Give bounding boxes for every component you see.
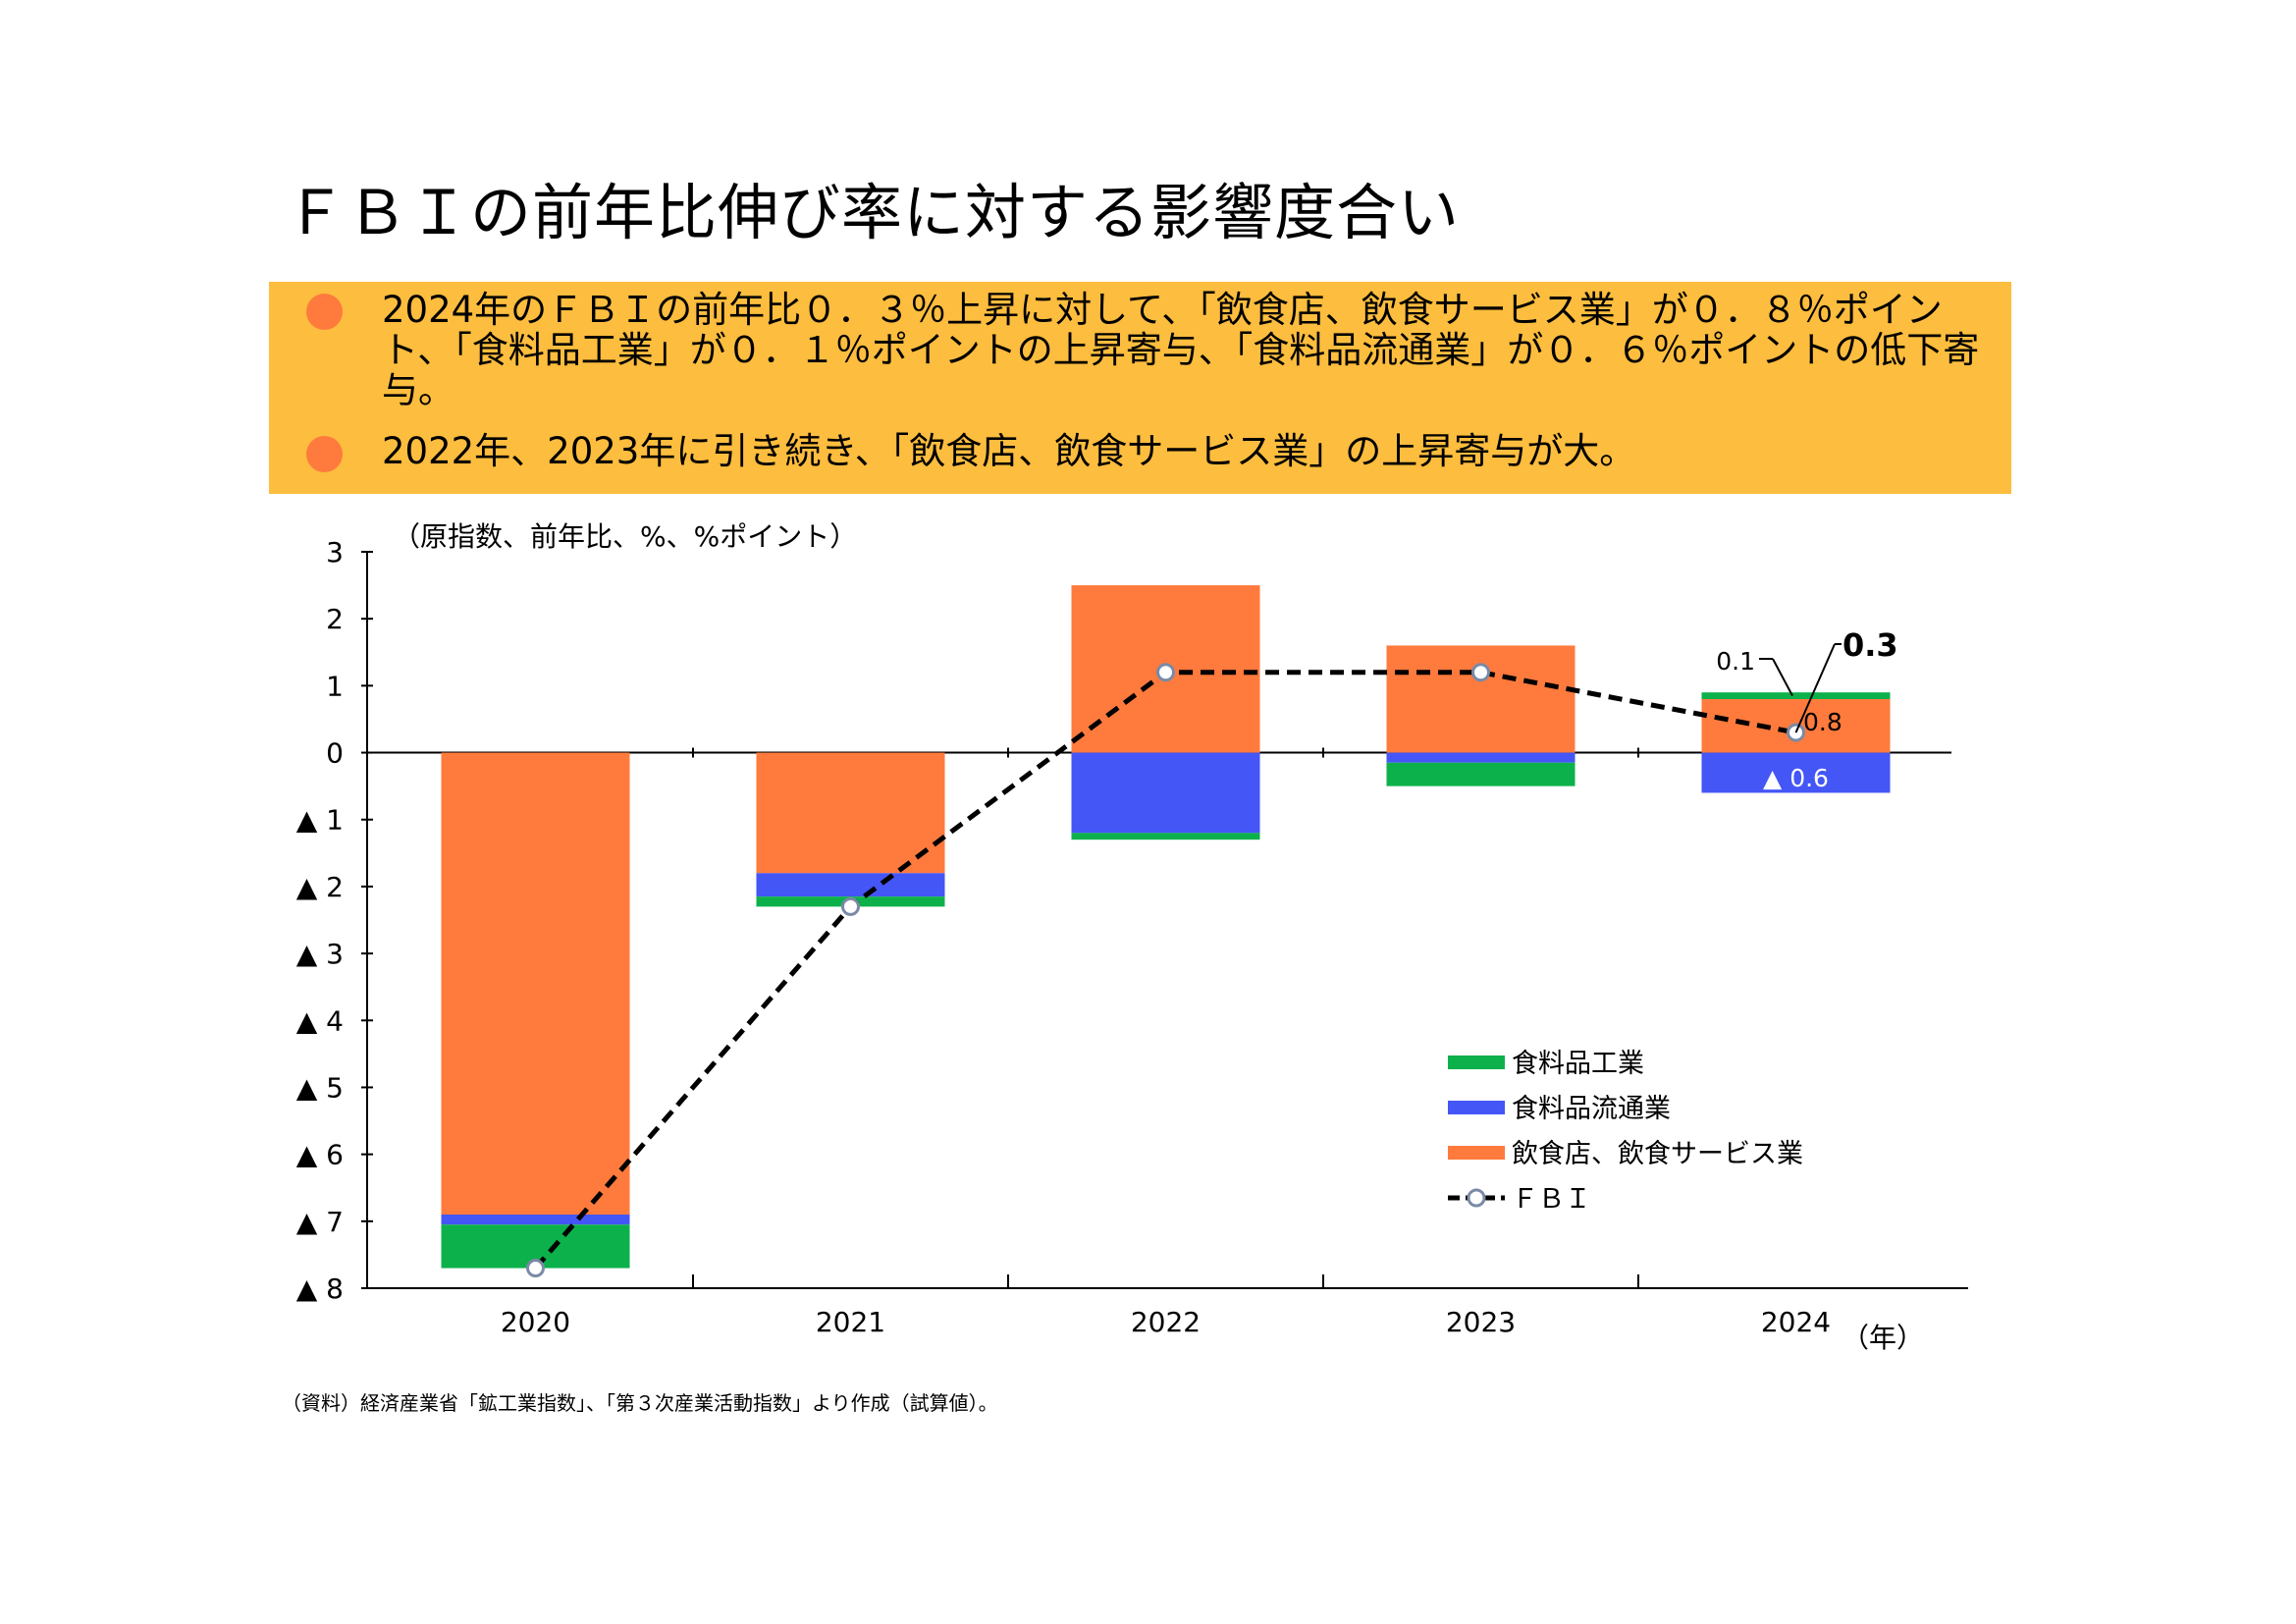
legend-swatch-manufacturing [1448, 1056, 1505, 1069]
bar-manufacturing-2023 [1386, 762, 1575, 786]
chart-bars [441, 585, 1891, 1269]
bar-distribution-2020 [441, 1215, 630, 1225]
x-axis-unit: （年） [1842, 1322, 1924, 1354]
summary-point-1: 2024年のＦＢＩの前年比０．３％上昇に対して、「飲食店、飲食サービス業」が０．… [382, 289, 1980, 411]
legend-swatch-distribution [1448, 1101, 1505, 1114]
page-title: ＦＢＩの前年比伸び率に対する影響度合い [285, 177, 1461, 248]
leader-line-manuf-2 [1772, 658, 1793, 697]
legend-marker-fbi [1467, 1188, 1486, 1208]
bar-distribution-2024 [1701, 752, 1891, 793]
annotation-manufacturing-2024: 0.1 [1716, 647, 1755, 676]
fbi-marker-2022 [1156, 663, 1175, 682]
bar-distribution-2023 [1386, 752, 1575, 763]
y-tick-label: ▲ 5 [296, 1071, 344, 1104]
y-tick-label: ▲ 7 [296, 1206, 344, 1238]
annotation-restaurants-2024: 0.8 [1803, 708, 1842, 736]
x-tick-label: 2024 [1761, 1306, 1831, 1338]
summary-point-2: 2022年、2023年に引き続き、「飲食店、飲食サービス業」の上昇寄与が大。 [382, 430, 1636, 472]
fbi-marker-2021 [841, 896, 860, 916]
fbi-marker-2023 [1471, 663, 1490, 682]
legend-label-manufacturing: 食料品工業 [1512, 1049, 1644, 1079]
y-tick-label: ▲ 6 [296, 1139, 344, 1171]
bar-distribution-2022 [1071, 752, 1260, 834]
fbi-marker-2020 [526, 1259, 545, 1278]
legend-swatch-restaurants [1448, 1146, 1505, 1160]
bar-manufacturing-2022 [1071, 833, 1260, 840]
unit-note: （原指数、前年比、%、%ポイント） [393, 520, 857, 553]
fbi-line-series [526, 663, 1805, 1278]
x-tick-label: 2021 [816, 1306, 885, 1338]
legend-label-restaurants: 飲食店、飲食サービス業 [1512, 1139, 1803, 1169]
bar-restaurants-2023 [1386, 645, 1575, 753]
y-tick-label: 1 [326, 670, 344, 702]
bullet-icon [306, 436, 343, 472]
source-note: （資料）経済産業省「鉱工業指数」、「第３次産業活動指数」より作成（試算値）。 [282, 1391, 998, 1415]
legend-label-distribution: 食料品流通業 [1512, 1094, 1671, 1124]
bar-manufacturing-2024 [1701, 692, 1891, 699]
y-tick-label: ▲ 3 [296, 938, 344, 970]
summary-box: 2024年のＦＢＩの前年比０．３％上昇に対して、「飲食店、飲食サービス業」が０．… [269, 282, 2011, 494]
y-tick-label: 0 [326, 737, 344, 770]
x-tick-label: 2023 [1446, 1306, 1516, 1338]
leader-line-fbi [1794, 643, 1836, 733]
y-tick-label: 3 [326, 536, 344, 568]
bar-distribution-2021 [756, 873, 945, 897]
legend-label-fbi: ＦＢＩ [1512, 1184, 1591, 1215]
y-tick-label: ▲ 1 [296, 804, 344, 837]
x-tick-label: 2022 [1131, 1306, 1201, 1338]
chart-annotations: 0.3 0.1 0.8 ▲ 0.6 [1716, 626, 1897, 792]
bullet-icon [306, 294, 343, 330]
bar-restaurants-2021 [756, 752, 945, 874]
y-tick-label: 2 [326, 603, 344, 635]
bar-restaurants-2020 [441, 752, 630, 1215]
y-tick-label: ▲ 4 [296, 1004, 344, 1037]
annotation-fbi-2024: 0.3 [1842, 626, 1898, 664]
y-tick-label: ▲ 2 [296, 871, 344, 903]
annotation-distribution-2024: ▲ 0.6 [1763, 764, 1829, 792]
y-tick-label: ▲ 8 [296, 1272, 344, 1305]
x-tick-label: 2020 [501, 1306, 570, 1338]
